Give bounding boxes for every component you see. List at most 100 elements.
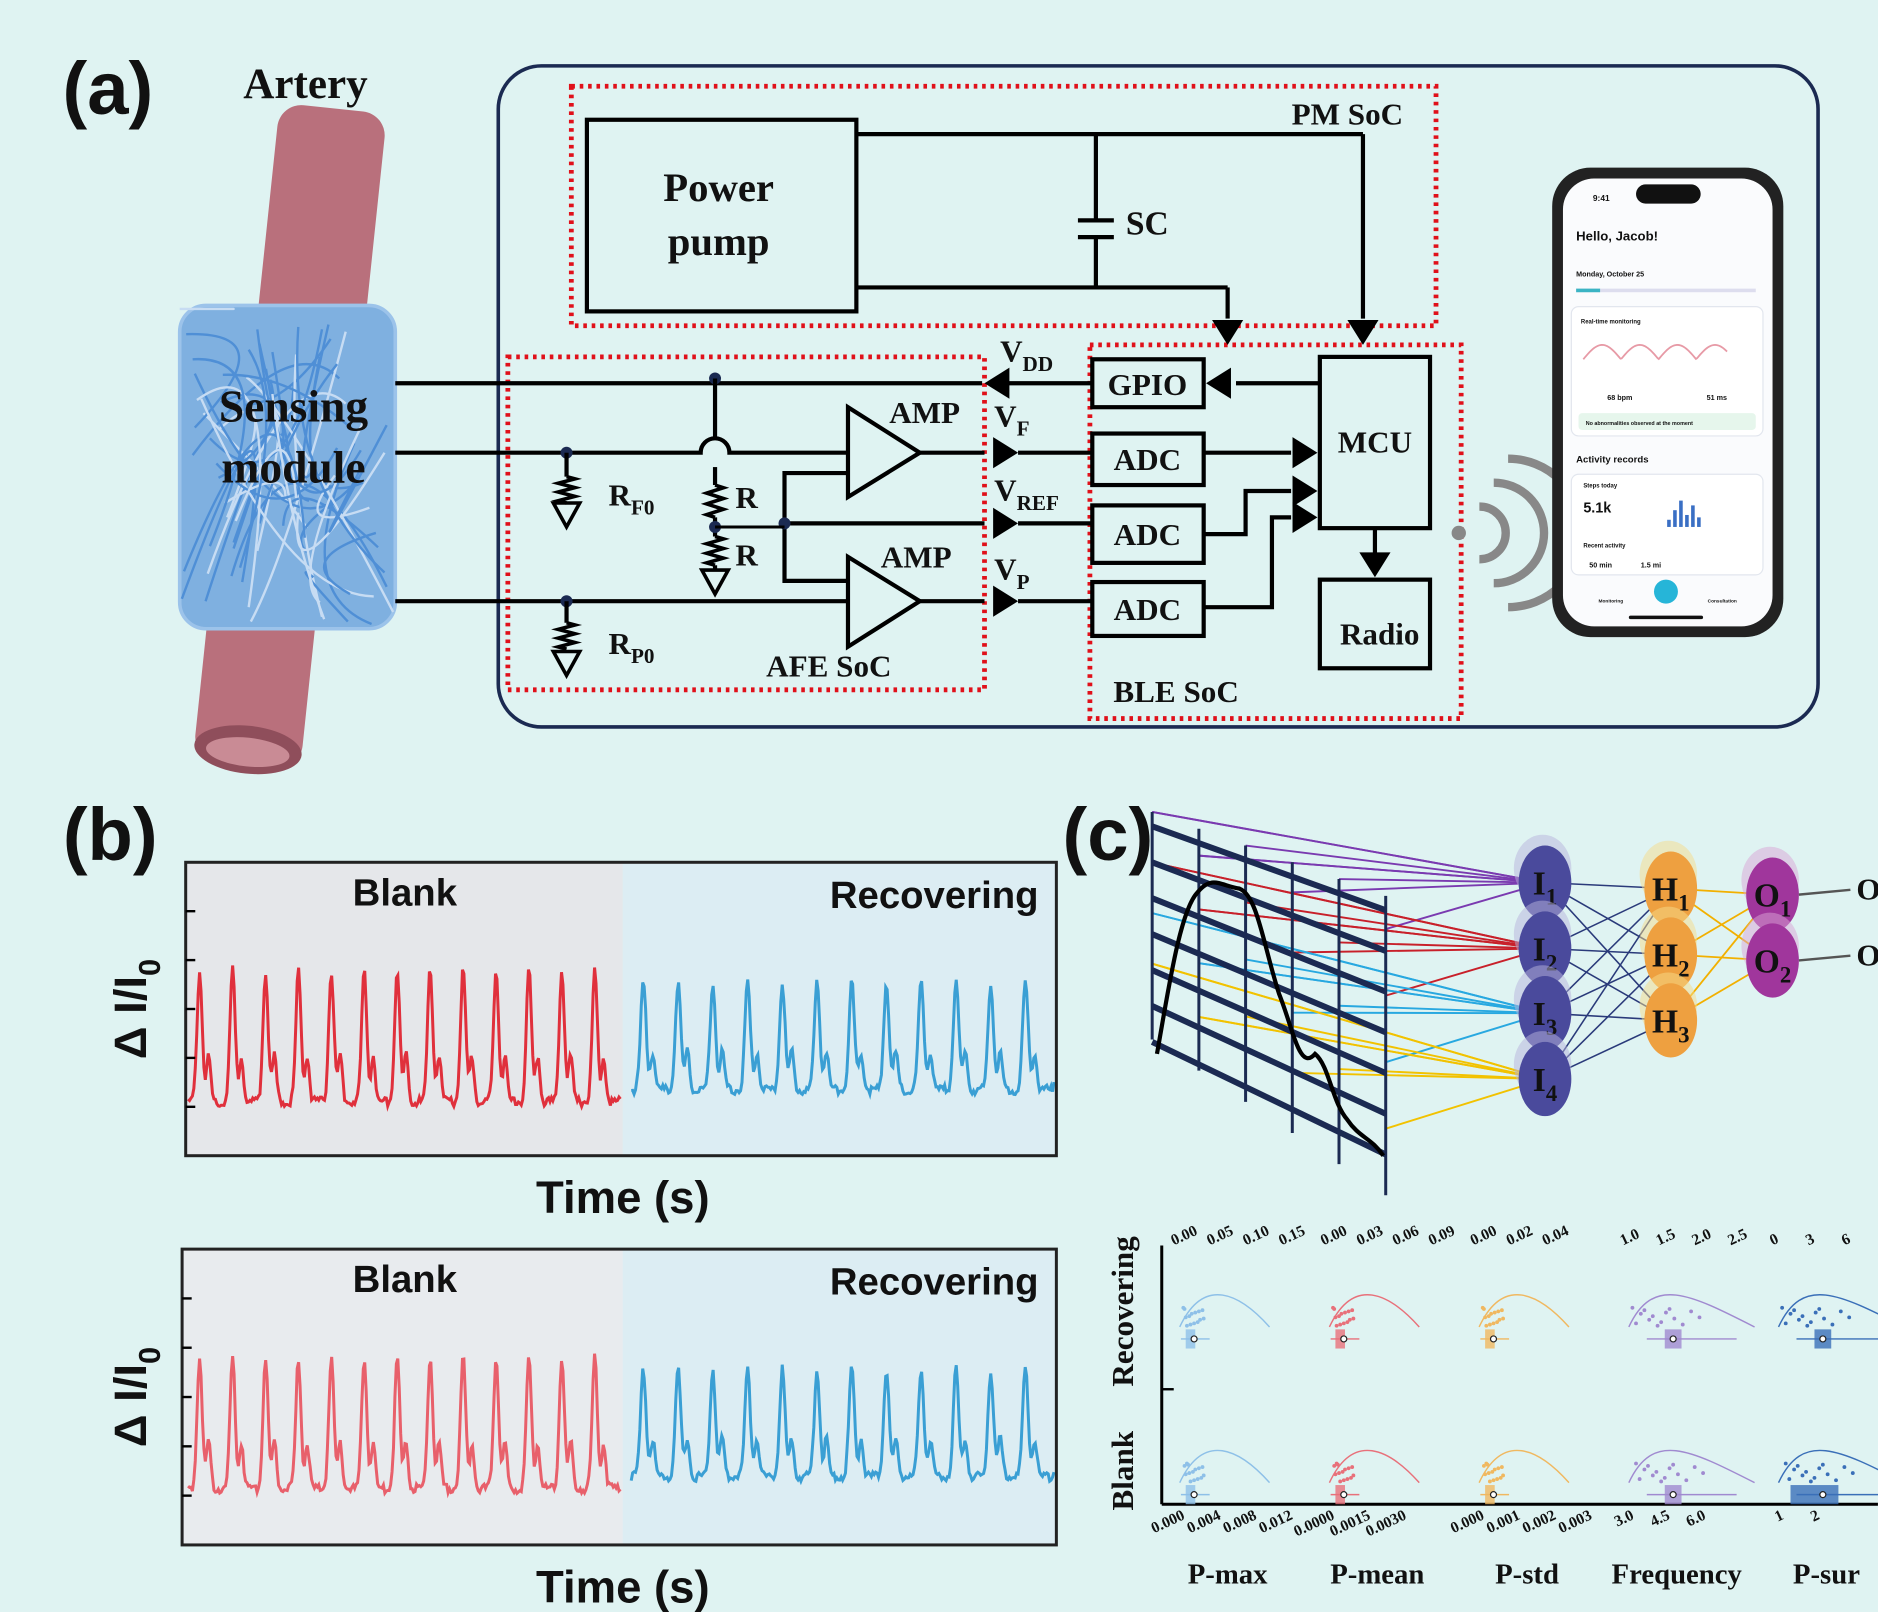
sample-point <box>1338 1480 1342 1484</box>
sample-point <box>1809 1480 1813 1484</box>
sample-point <box>1834 1478 1838 1482</box>
sample-point <box>1351 1317 1355 1321</box>
feature-label: P-max <box>1188 1558 1268 1590</box>
phone-text: Monday, October 25 <box>1576 271 1644 279</box>
sensing-label: Sensing <box>219 381 368 432</box>
sample-point <box>1350 1308 1354 1312</box>
sample-point <box>1184 1472 1188 1476</box>
sample-point <box>1196 1320 1200 1324</box>
sample-point <box>1831 1323 1835 1327</box>
panel-label: (a) <box>62 47 153 130</box>
label-sub: F <box>1017 417 1030 441</box>
phone-text: Recent activity <box>1583 543 1626 549</box>
sample-point <box>1186 1463 1190 1467</box>
sample-point <box>1500 1465 1504 1469</box>
sample-point <box>1341 1470 1345 1474</box>
sample-point <box>1634 1462 1638 1466</box>
phone-text: No abnormalities observed at the moment <box>1586 421 1693 427</box>
sample-point <box>1350 1465 1354 1469</box>
phone-text: 9:41 <box>1593 193 1610 203</box>
sample-point <box>1663 1476 1667 1480</box>
soc-label: AFE SoC <box>766 649 891 684</box>
mean-marker <box>1341 1492 1347 1498</box>
mean-marker <box>1191 1336 1197 1342</box>
sample-point <box>1501 1317 1505 1321</box>
label-main: V <box>994 473 1017 508</box>
artery-label: Artery <box>243 61 368 108</box>
sample-point <box>1488 1323 1492 1327</box>
amp-label: AMP <box>881 540 952 575</box>
label-sub: P0 <box>631 644 655 668</box>
soc-label: BLE SoC <box>1113 674 1238 709</box>
sample-point <box>1187 1471 1191 1475</box>
label-sub: 3 <box>1678 1022 1689 1047</box>
feature-label: P-sur <box>1793 1558 1860 1590</box>
sample-point <box>1332 1464 1336 1468</box>
sample-point <box>1821 1463 1825 1467</box>
label-main: V <box>1000 334 1023 369</box>
sample-point <box>1784 1462 1788 1466</box>
label-main: H <box>1652 1003 1678 1040</box>
amp-label: AMP <box>889 395 960 430</box>
phone-text: 1.5 mi <box>1641 562 1661 570</box>
sample-point <box>1801 1474 1805 1478</box>
sample-point <box>1342 1321 1346 1325</box>
sample-point <box>1492 1478 1496 1482</box>
sample-point <box>1826 1472 1830 1476</box>
sample-point <box>1189 1480 1193 1484</box>
sample-point <box>1333 1315 1337 1319</box>
phone-notch <box>1636 184 1701 203</box>
sample-point <box>1345 1477 1349 1481</box>
feature-label: P-std <box>1495 1558 1559 1590</box>
phone-text: Steps today <box>1583 483 1618 489</box>
output-label: O <box>1856 937 1878 972</box>
phone-text: Hello, Jacob! <box>1576 229 1658 244</box>
sample-point <box>1651 1474 1655 1478</box>
sample-point <box>1792 1308 1796 1312</box>
sample-point <box>1185 1324 1189 1328</box>
label-main: Δ I/I <box>105 1364 156 1447</box>
sample-point <box>1689 1309 1693 1313</box>
region-label: Recovering <box>830 874 1039 917</box>
sample-point <box>1817 1466 1821 1470</box>
label-sub: DD <box>1023 352 1054 376</box>
sample-point <box>1784 1321 1788 1325</box>
sample-point <box>1191 1470 1195 1474</box>
sample-point <box>1842 1465 1846 1469</box>
adc-label: ADC <box>1114 517 1181 552</box>
sample-point <box>1201 1465 1205 1469</box>
mean-marker <box>1491 1492 1497 1498</box>
sample-point <box>1183 1307 1187 1311</box>
soc-label: PM SoC <box>1292 97 1404 132</box>
sensing-label: module <box>221 442 365 493</box>
sample-point <box>1349 1476 1353 1480</box>
phone-bar <box>1667 520 1671 527</box>
gpio-label: GPIO <box>1108 367 1188 402</box>
mean-marker <box>1491 1336 1497 1342</box>
sample-point <box>1495 1477 1499 1481</box>
sample-point <box>1646 1464 1650 1468</box>
phone-text: Consultation <box>1708 598 1737 604</box>
phone-text: 50 min <box>1589 562 1612 570</box>
label-main: H <box>1652 872 1678 909</box>
sample-point <box>1792 1468 1796 1472</box>
sample-point <box>1500 1308 1504 1312</box>
sample-point <box>1659 1320 1663 1324</box>
label-main: V <box>994 398 1017 433</box>
sample-point <box>1496 1466 1500 1470</box>
sample-point <box>1488 1480 1492 1484</box>
sample-point <box>1347 1309 1351 1313</box>
sample-point <box>1482 1464 1486 1468</box>
phone-text: 5.1k <box>1583 501 1611 517</box>
figure: (a) Artery Sensing module PM SoC AFE SoC BLE S… <box>0 0 1878 1612</box>
sample-point <box>1343 1311 1347 1315</box>
sample-point <box>1668 1466 1672 1470</box>
label-sub: REF <box>1017 491 1059 515</box>
sample-point <box>1345 1320 1349 1324</box>
sample-point <box>1486 1463 1490 1467</box>
panel-label: (c) <box>1062 793 1153 876</box>
sample-point <box>1639 1312 1643 1316</box>
sample-point <box>1484 1324 1488 1328</box>
mean-marker <box>1820 1336 1826 1342</box>
phone-button <box>1654 580 1678 604</box>
